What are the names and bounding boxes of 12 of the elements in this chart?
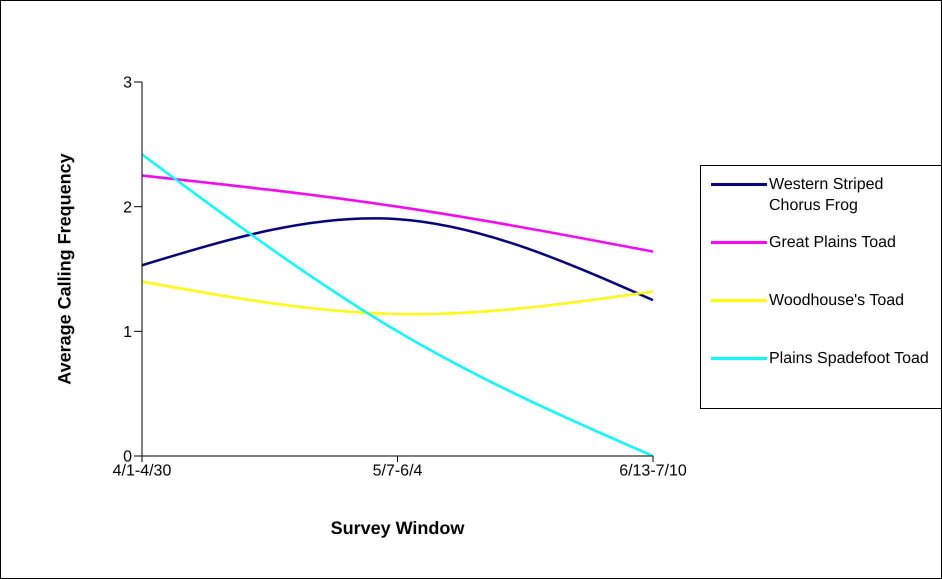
legend-label: Plains Spadefoot Toad	[769, 349, 930, 369]
legend-label: Great Plains Toad	[769, 233, 897, 253]
y-tick-label: 2	[123, 199, 132, 216]
y-axis-title: Average Calling Frequency	[54, 153, 76, 385]
legend-label: Woodhouse's Toad	[769, 291, 906, 311]
y-tick-label: 3	[123, 74, 132, 92]
x-tick-label: 6/13-7/10	[619, 462, 687, 480]
legend-label: Western Striped Chorus Frog	[769, 175, 884, 216]
x-tick-label: 4/1-4/30	[112, 462, 172, 480]
x-tick-label: 5/7-6/4	[372, 462, 423, 480]
y-tick-label: 1	[123, 324, 132, 342]
x-axis-title: Survey Window	[330, 518, 466, 539]
